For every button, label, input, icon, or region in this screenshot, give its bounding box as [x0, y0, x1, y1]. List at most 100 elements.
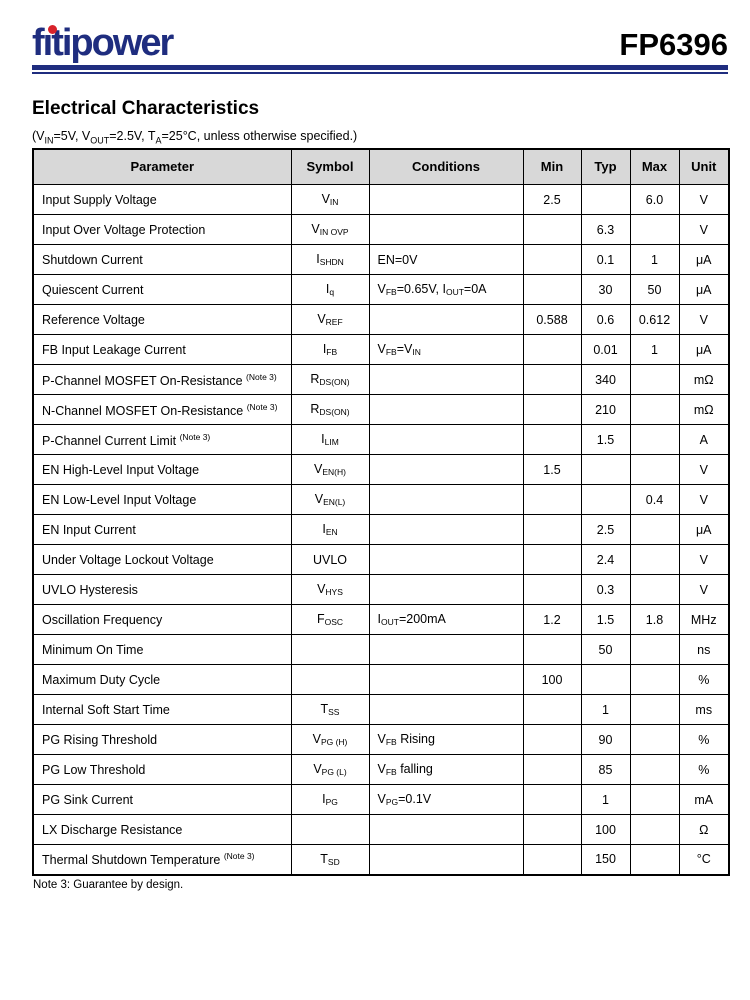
cell-conditions	[368, 514, 524, 545]
brand-rule-thick	[32, 65, 728, 70]
cell-typ: 1.5	[580, 424, 631, 455]
cell-parameter: P-Channel MOSFET On-Resistance (Note 3)	[32, 364, 292, 395]
cell-conditions: VFB=0.65V, IOUT=0A	[368, 274, 524, 305]
cell-symbol: IPG	[290, 784, 370, 815]
table-row: EN Low-Level Input Voltage VEN(L) 0.4 V	[32, 484, 730, 515]
cell-unit: μA	[678, 244, 730, 275]
cell-typ	[580, 484, 631, 515]
cell-unit: V	[678, 214, 730, 245]
cell-max	[629, 844, 680, 875]
cell-symbol: TSS	[290, 694, 370, 725]
cell-symbol	[290, 814, 370, 845]
cell-conditions	[368, 694, 524, 725]
cell-typ: 1	[580, 784, 631, 815]
cell-unit: V	[678, 484, 730, 515]
cell-parameter: P-Channel Current Limit (Note 3)	[32, 424, 292, 455]
table-row: LX Discharge Resistance 100 Ω	[32, 814, 730, 845]
cell-conditions	[368, 364, 524, 395]
cell-conditions	[368, 844, 524, 875]
cell-typ: 50	[580, 634, 631, 665]
cell-max: 1	[629, 334, 680, 365]
cell-typ: 30	[580, 274, 631, 305]
cell-min	[522, 544, 582, 575]
cell-conditions	[368, 664, 524, 695]
cell-min	[522, 784, 582, 815]
logo-red-dot-icon	[48, 25, 57, 34]
cell-conditions	[368, 394, 524, 425]
cell-symbol: VREF	[290, 304, 370, 335]
cell-unit: %	[678, 754, 730, 785]
cell-max	[629, 214, 680, 245]
cell-symbol: VEN(H)	[290, 454, 370, 485]
cell-conditions	[368, 484, 524, 515]
cell-typ: 85	[580, 754, 631, 785]
cell-typ: 1	[580, 694, 631, 725]
cell-unit: A	[678, 424, 730, 455]
cell-conditions	[368, 574, 524, 605]
cell-max	[629, 664, 680, 695]
cell-symbol: IEN	[290, 514, 370, 545]
table-conditions-note: (VIN=5V, VOUT=2.5V, TA=25°C, unless othe…	[32, 129, 358, 146]
cell-typ: 0.01	[580, 334, 631, 365]
cell-symbol: FOSC	[290, 604, 370, 635]
cell-unit: %	[678, 664, 730, 695]
cell-conditions	[368, 184, 524, 215]
table-row: EN Input Current IEN 2.5 μA	[32, 514, 730, 545]
cell-max	[629, 364, 680, 395]
cell-symbol: VPG (L)	[290, 754, 370, 785]
cell-conditions	[368, 454, 524, 485]
table-row: UVLO Hysteresis VHYS 0.3 V	[32, 574, 730, 605]
table-row: P-Channel MOSFET On-Resistance (Note 3) R…	[32, 364, 730, 395]
cell-conditions: IOUT=200mA	[368, 604, 524, 635]
cell-parameter: LX Discharge Resistance	[32, 814, 292, 845]
cell-symbol: ILIM	[290, 424, 370, 455]
column-header-parameter: Parameter	[32, 148, 292, 185]
table-row: PG Low Threshold VPG (L) VFB falling 85%	[32, 754, 730, 785]
cell-parameter: Oscillation Frequency	[32, 604, 292, 635]
cell-min	[522, 274, 582, 305]
cell-unit: Ω	[678, 814, 730, 845]
cell-min: 1.2	[522, 604, 582, 635]
cell-symbol: RDS(ON)	[290, 364, 370, 395]
table-row: Input Over Voltage Protection VIN OVP 6.3 V	[32, 214, 730, 245]
electrical-characteristics-section: Electrical Characteristics (VIN=5V, VOUT…	[0, 74, 750, 891]
cell-typ: 0.6	[580, 304, 631, 335]
electrical-characteristics-table: Parameter Symbol Conditions Min Typ Max Unit I…	[32, 147, 730, 876]
page-header: fıtipower FP6396	[0, 0, 750, 74]
cell-conditions	[368, 424, 524, 455]
cell-typ: 150	[580, 844, 631, 875]
section-title: Electrical Characteristics	[32, 98, 260, 119]
cell-unit: V	[678, 574, 730, 605]
cell-min	[522, 694, 582, 725]
cell-unit: ns	[678, 634, 730, 665]
table-row: P-Channel Current Limit (Note 3) ILIM 1.5 A	[32, 424, 730, 455]
cell-min: 0.588	[522, 304, 582, 335]
cell-symbol: IFB	[290, 334, 370, 365]
table-header-row: Parameter Symbol Conditions Min Typ Max Unit	[32, 148, 730, 185]
brand-rule-thin	[32, 72, 728, 74]
cell-min: 2.5	[522, 184, 582, 215]
cell-max	[629, 574, 680, 605]
cell-min	[522, 214, 582, 245]
cell-unit: %	[678, 724, 730, 755]
cell-typ	[580, 454, 631, 485]
cell-min	[522, 424, 582, 455]
table-row: PG Rising Threshold VPG (H) VFB Rising 90%	[32, 724, 730, 755]
table-row: PG Sink Current IPG VPG=0.1V 1 mA	[32, 784, 730, 815]
cell-symbol: VHYS	[290, 574, 370, 605]
cell-min	[522, 814, 582, 845]
cell-max	[629, 814, 680, 845]
cell-parameter: Minimum On Time	[32, 634, 292, 665]
cell-typ	[580, 184, 631, 215]
cell-conditions: VFB=VIN	[368, 334, 524, 365]
cell-max: 1	[629, 244, 680, 275]
cell-typ	[580, 664, 631, 695]
cell-typ: 6.3	[580, 214, 631, 245]
cell-max: 1.8	[629, 604, 680, 635]
cell-typ: 0.3	[580, 574, 631, 605]
cell-max	[629, 694, 680, 725]
cell-symbol: VPG (H)	[290, 724, 370, 755]
table-row: Under Voltage Lockout Voltage UVLO 2.4 V	[32, 544, 730, 575]
cell-min: 100	[522, 664, 582, 695]
